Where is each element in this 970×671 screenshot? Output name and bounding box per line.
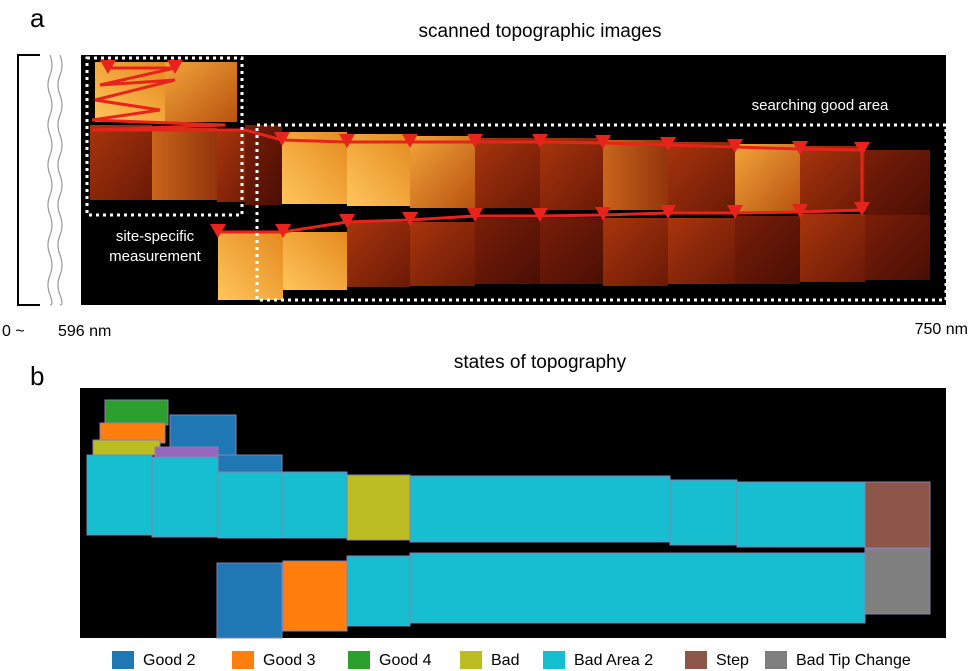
- state-tile: [218, 472, 282, 538]
- legend-label: Step: [716, 652, 749, 669]
- annotation: searching good area: [752, 97, 889, 114]
- panel-label: b: [30, 361, 44, 391]
- state-tile: [865, 482, 930, 548]
- scan-tile: [218, 232, 283, 300]
- legend-label: Bad: [491, 652, 519, 669]
- state-tile: [217, 563, 282, 638]
- scan-tile: [603, 218, 668, 286]
- state-tile: [105, 400, 168, 425]
- legend-label: Bad Tip Change: [796, 652, 911, 669]
- panel-label: a: [30, 3, 45, 33]
- axis-label: 750 nm: [915, 321, 968, 338]
- legend-swatch: [765, 651, 787, 669]
- legend-label: Good 4: [379, 652, 432, 669]
- panel-title: scanned topographic images: [419, 21, 662, 42]
- scan-tile: [90, 125, 152, 200]
- legend-swatch: [543, 651, 565, 669]
- state-tile: [155, 447, 218, 457]
- annotation: measurement: [109, 248, 202, 265]
- state-tile: [670, 480, 737, 545]
- legend: Good 2 Good 3 Good 4 Bad Bad Area 2 Step Bad T…: [112, 651, 911, 669]
- scan-tile: [668, 142, 735, 212]
- state-tile: [282, 472, 347, 538]
- scan-tile: [475, 218, 540, 284]
- legend-label: Bad Area 2: [574, 652, 653, 669]
- scan-tile: [735, 216, 800, 284]
- legend-swatch: [460, 651, 482, 669]
- state-tile: [93, 440, 160, 455]
- axis-label: 0 ~: [2, 323, 25, 340]
- state-tile: [865, 549, 930, 614]
- scan-tile: [800, 214, 865, 282]
- scan-tile: [152, 128, 217, 200]
- panel-title: states of topography: [454, 352, 627, 373]
- scan-tile: [410, 136, 475, 208]
- scan-tile: [668, 218, 735, 284]
- legend-swatch: [232, 651, 254, 669]
- state-tile: [87, 455, 152, 535]
- axis-break: [18, 55, 82, 305]
- scan-tile: [735, 144, 800, 212]
- state-tile: [737, 482, 865, 547]
- legend-swatch: [112, 651, 134, 669]
- figure: a scanned topographic images searching g…: [0, 0, 970, 671]
- legend-label: Good 3: [263, 652, 316, 669]
- scan-tile: [347, 134, 410, 206]
- scan-tile: [283, 232, 347, 290]
- legend-swatch: [685, 651, 707, 669]
- axis-label: 596 nm: [58, 323, 111, 340]
- legend-label: Good 2: [143, 652, 196, 669]
- state-tile: [347, 556, 410, 626]
- scan-tile: [865, 215, 930, 280]
- scan-tile: [865, 150, 930, 215]
- annotation: site-specific: [116, 228, 195, 245]
- scan-tile: [540, 138, 603, 210]
- state-tile: [283, 561, 347, 631]
- state-tile: [410, 476, 670, 542]
- scan-tile: [540, 218, 603, 284]
- legend-swatch: [348, 651, 370, 669]
- scan-tile: [347, 222, 410, 287]
- scan-tile: [603, 140, 668, 210]
- state-tile: [410, 553, 865, 623]
- break-waves: [48, 55, 62, 305]
- scan-tile: [410, 222, 475, 286]
- scan-tile: [475, 138, 540, 208]
- state-tile: [218, 455, 282, 472]
- state-tile: [152, 457, 218, 537]
- state-tile: [347, 475, 410, 540]
